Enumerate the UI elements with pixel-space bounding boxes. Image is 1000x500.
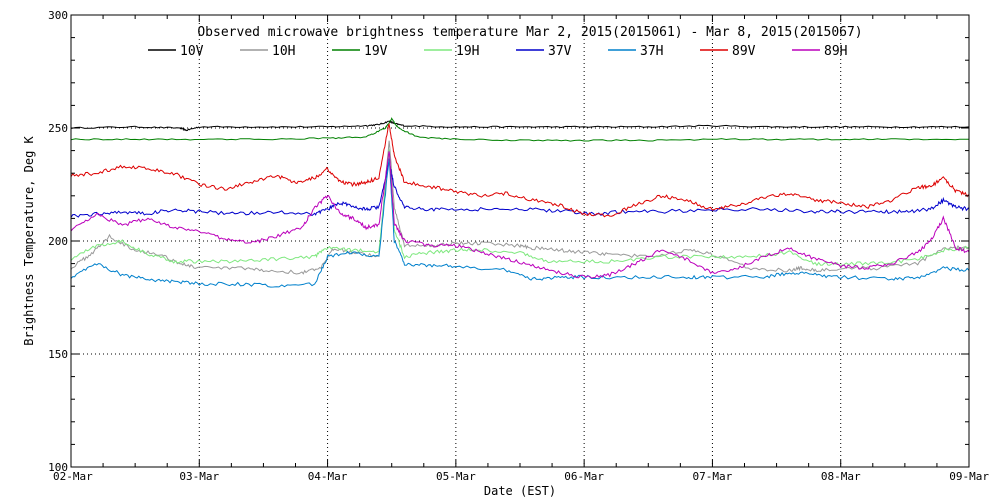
x-tick-label: 03-Mar xyxy=(179,470,219,483)
series-line-37h xyxy=(70,158,970,288)
legend-label-19h: 19H xyxy=(456,44,479,59)
x-tick-label: 06-Mar xyxy=(564,470,604,483)
y-tick-label: 300 xyxy=(48,9,68,22)
x-tick-label: 08-Mar xyxy=(821,470,861,483)
series-line-89v xyxy=(70,122,970,218)
y-axis-label: Brightness Temperature, Deg K xyxy=(22,135,36,345)
y-tick-label: 200 xyxy=(48,235,68,248)
series-line-37v xyxy=(70,160,970,218)
x-tick-label: 09-Mar xyxy=(949,470,989,483)
series-line-19v xyxy=(70,117,970,142)
axis-ticks: 02-Mar 03-Mar 04-Mar 05-Mar 06-Mar 07-Mar 08-M… xyxy=(48,9,989,483)
legend-label-19v: 19V xyxy=(364,44,388,59)
legend-label-10v: 10V xyxy=(180,44,204,59)
x-tick-label: 05-Mar xyxy=(436,470,476,483)
x-tick-label: 07-Mar xyxy=(693,470,733,483)
x-tick-label: 02-Mar xyxy=(53,470,93,483)
legend-label-37h: 37H xyxy=(640,44,663,59)
series-line-19h xyxy=(70,149,970,267)
legend-label-89h: 89H xyxy=(824,44,847,59)
series-line-10h xyxy=(70,140,970,275)
grid xyxy=(71,15,969,467)
legend-label-37v: 37V xyxy=(548,44,572,59)
chart-title: Observed microwave brightness temperatur… xyxy=(197,25,862,40)
y-tick-label: 100 xyxy=(48,461,68,474)
y-tick-label: 250 xyxy=(48,122,68,135)
x-tick-label: 04-Mar xyxy=(308,470,348,483)
series-lines xyxy=(70,117,970,288)
legend-label-10h: 10H xyxy=(272,44,295,59)
x-axis-label: Date (EST) xyxy=(484,484,556,498)
legend-label-89v: 89V xyxy=(732,44,756,59)
legend: 10V 10H 19V 19H 37V 37H 89V 89H xyxy=(148,44,847,59)
y-tick-label: 150 xyxy=(48,348,68,361)
series-line-89h xyxy=(70,151,970,279)
